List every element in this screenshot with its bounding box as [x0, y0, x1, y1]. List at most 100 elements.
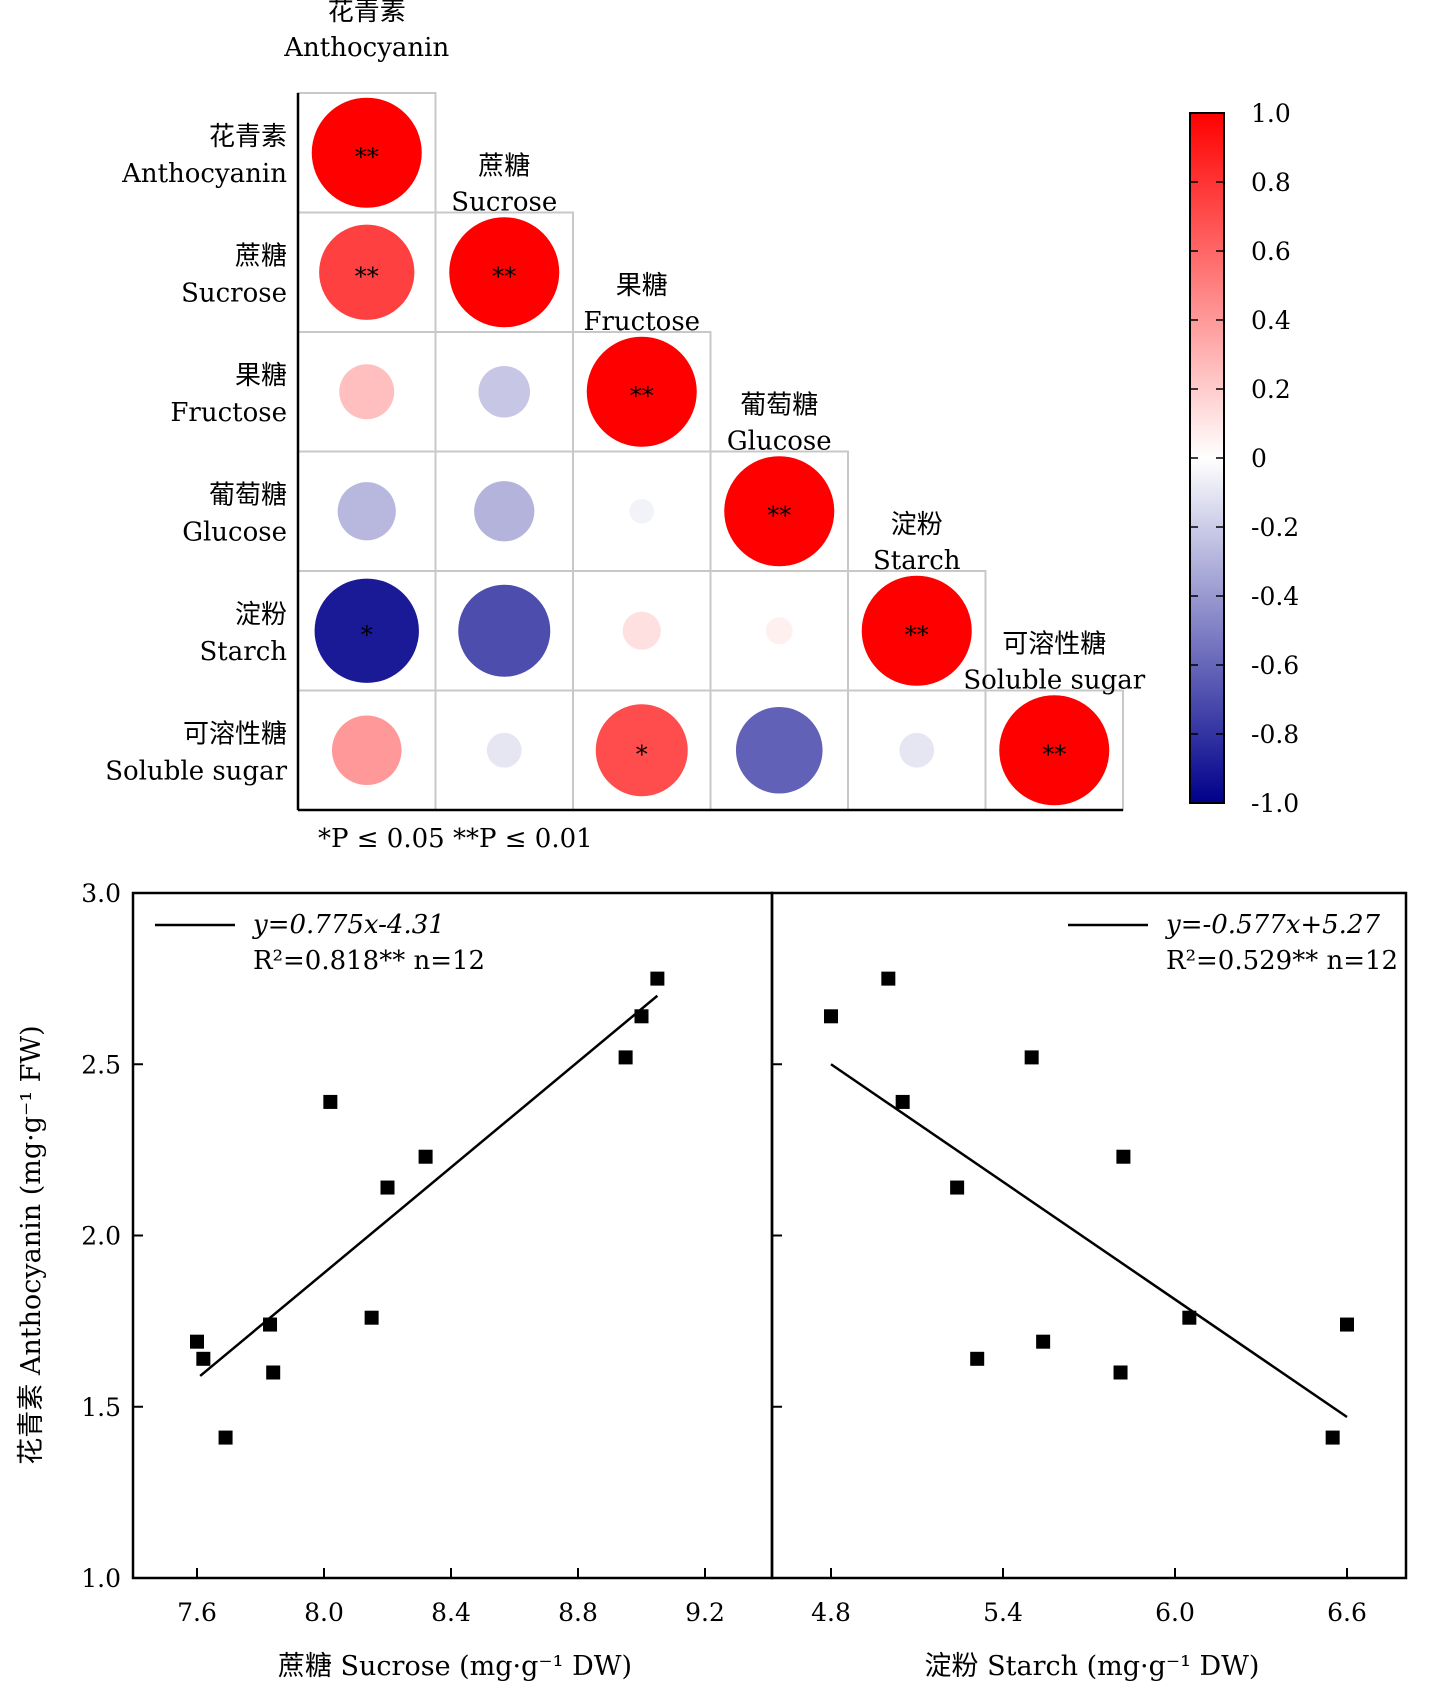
- x-axis-label-sucrose: 蔗糖 Sucrose (mg·g⁻¹ DW): [278, 1651, 632, 1682]
- significance-mark: *: [636, 740, 648, 768]
- y-tick-label: 3.0: [81, 879, 121, 908]
- row-label-cn: 可溶性糖: [183, 719, 287, 749]
- significance-mark: **: [355, 143, 379, 171]
- col-label-cn: 果糖: [616, 271, 668, 301]
- colorbar: 1.0 0.8 0.6 0.4 0.2 0 -0.2 -0.4 -0.6 -0.8 -1.0: [1189, 99, 1299, 818]
- colorbar-tick-label: -0.6: [1251, 651, 1299, 680]
- significance-mark: **: [355, 262, 379, 290]
- x-tick-label: 8.0: [304, 1598, 344, 1627]
- corr-circle: [765, 617, 793, 645]
- col-label-cn: 蔗糖: [478, 152, 530, 182]
- data-point: [1024, 1050, 1039, 1065]
- colorbar-tick-label: 0: [1251, 444, 1267, 473]
- corr-circle: [735, 706, 823, 794]
- row-label-en: Soluble sugar: [105, 756, 287, 786]
- colorbar-tick-label: 0.8: [1251, 168, 1291, 197]
- data-point: [618, 1050, 633, 1065]
- corr-circle: [724, 456, 835, 567]
- data-point: [1182, 1310, 1197, 1325]
- data-point: [1340, 1317, 1354, 1332]
- row-label-en: Sucrose: [181, 278, 287, 308]
- col-label-en: Sucrose: [451, 188, 557, 218]
- row-label-cn: 淀粉: [235, 600, 287, 630]
- data-point: [323, 1094, 338, 1109]
- corr-circle: [337, 482, 396, 541]
- corr-circle: [622, 611, 661, 650]
- scatter-sucrose: 1.0 1.5 2.0 2.5 3.0 7.6 8.0 8.4 8.8 9.2 y=0.775x-4…: [81, 879, 774, 1627]
- colorbar-tick-label: -0.4: [1251, 582, 1299, 611]
- data-point: [1113, 1365, 1128, 1380]
- data-point: [895, 1094, 910, 1109]
- y-tick-label: 2.0: [81, 1222, 121, 1251]
- legend-stats: R²=0.529** n=12: [1166, 946, 1398, 976]
- x-tick-label: 6.6: [1327, 1598, 1367, 1627]
- data-point: [218, 1430, 233, 1445]
- x-tick-label: 6.0: [1155, 1598, 1195, 1627]
- data-point: [970, 1351, 985, 1366]
- col-label-en: Fructose: [583, 307, 700, 337]
- corr-circle: [586, 336, 697, 447]
- colorbar-tick-label: -0.2: [1251, 513, 1299, 542]
- col-label-en: Starch: [873, 546, 961, 576]
- row-label-en: Glucose: [182, 517, 287, 547]
- corr-circle: [629, 498, 655, 524]
- significance-mark: **: [1042, 740, 1066, 768]
- legend-equation: y=0.775x-4.31: [252, 910, 445, 940]
- data-point: [190, 1334, 204, 1349]
- corr-circle: [331, 715, 402, 786]
- colorbar-tick-label: 0.2: [1251, 375, 1291, 404]
- colorbar-tick-label: 0.4: [1251, 306, 1291, 335]
- corr-circle: [311, 97, 422, 208]
- colorbar-tick-label: -0.8: [1251, 720, 1299, 749]
- corr-circle: [314, 578, 419, 683]
- corr-circle: [319, 224, 415, 320]
- data-point: [196, 1351, 211, 1366]
- data-point: [1325, 1430, 1340, 1445]
- data-point: [824, 1009, 838, 1024]
- corr-circle: [999, 695, 1110, 806]
- row-label-en: Anthocyanin: [121, 159, 287, 189]
- corr-circle: [595, 704, 688, 797]
- significance-mark: **: [767, 501, 791, 529]
- row-label-cn: 花青素: [209, 122, 287, 152]
- row-label-en: Fructose: [170, 398, 287, 428]
- legend-stats: R²=0.818** n=12: [253, 946, 485, 976]
- x-tick-label: 8.8: [558, 1598, 598, 1627]
- significance-mark: **: [905, 621, 929, 649]
- col-label-cn: 淀粉: [891, 510, 943, 540]
- regression-line: [199, 994, 659, 1377]
- regression-line: [830, 1063, 1348, 1419]
- significance-mark: **: [630, 382, 654, 410]
- data-point: [380, 1180, 395, 1195]
- corr-circle: [486, 732, 522, 768]
- x-tick-label: 9.2: [685, 1598, 725, 1627]
- correlation-matrix: **** ******* *** **花青素Anthocyanin蔗糖Sucrose果…: [105, 0, 1146, 812]
- plot-frame: [770, 891, 1408, 1580]
- data-point: [263, 1317, 278, 1332]
- significance-mark: *: [361, 621, 373, 649]
- y-tick-label: 2.5: [81, 1050, 121, 1079]
- x-tick-label: 5.4: [983, 1598, 1023, 1627]
- significance-note: *P ≤ 0.05 **P ≤ 0.01: [318, 824, 593, 854]
- row-label-cn: 蔗糖: [235, 241, 287, 271]
- data-point: [418, 1149, 433, 1164]
- row-label-en: Starch: [200, 637, 288, 667]
- data-point: [266, 1365, 281, 1380]
- col-label-en: Glucose: [727, 427, 832, 457]
- corr-circle: [899, 732, 935, 768]
- col-label-en: Soluble sugar: [963, 666, 1145, 696]
- x-axis-label-starch: 淀粉 Starch (mg·g⁻¹ DW): [925, 1651, 1260, 1682]
- colorbar-tick-label: 1.0: [1251, 99, 1291, 128]
- corr-circle: [458, 584, 551, 677]
- data-point: [364, 1310, 379, 1325]
- y-tick-label: 1.0: [81, 1564, 121, 1593]
- legend-equation: y=-0.577x+5.27: [1165, 910, 1380, 940]
- col-label-en: Anthocyanin: [283, 33, 449, 63]
- data-point: [1036, 1334, 1051, 1349]
- data-point: [950, 1180, 965, 1195]
- corr-circle: [449, 217, 560, 328]
- corr-circle: [478, 365, 531, 418]
- data-point: [634, 1009, 649, 1024]
- y-tick-label: 1.5: [81, 1393, 121, 1422]
- data-point: [650, 971, 665, 986]
